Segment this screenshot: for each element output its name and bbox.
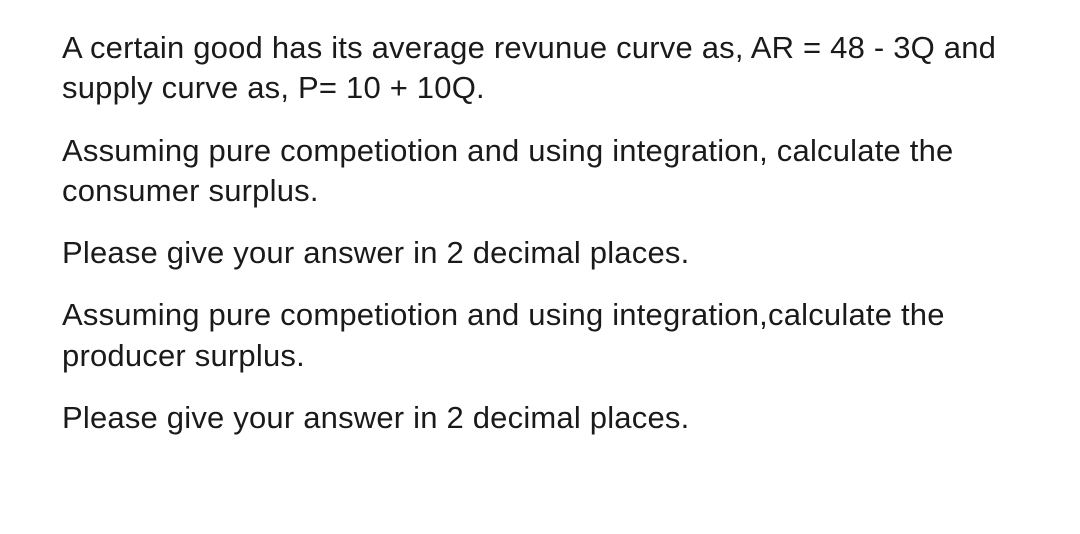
paragraph-3: Please give your answer in 2 decimal pla… [62,233,1018,273]
paragraph-1: A certain good has its average revunue c… [62,28,1018,109]
paragraph-2: Assuming pure competiotion and using int… [62,131,1018,212]
paragraph-5: Please give your answer in 2 decimal pla… [62,398,1018,438]
paragraph-4: Assuming pure competiotion and using int… [62,295,1018,376]
question-body: A certain good has its average revunue c… [0,0,1080,534]
